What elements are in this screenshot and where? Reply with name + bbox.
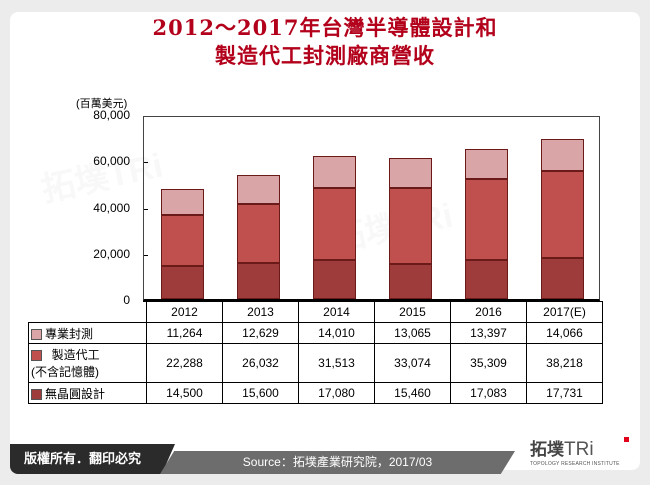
table-header-cell: 2014 [298, 301, 375, 323]
table-cell: 15,600 [222, 382, 299, 404]
table-header-cell: 2013 [222, 301, 299, 323]
table-cell: 15,460 [374, 382, 451, 404]
table-cell: 35,309 [450, 343, 527, 383]
table-cell: 12,629 [222, 322, 299, 344]
tri-logo: 拓墣TRi TOPOLOGY RESEARCH INSTITUTE [530, 435, 630, 471]
y-axis-unit: (百萬美元) [76, 98, 128, 110]
table-row: 專業封測 11,264 12,629 14,010 13,065 13,397 14,066 [28, 322, 603, 344]
bar-segment [312, 155, 356, 188]
bar-segment [160, 189, 204, 215]
bar-segment [389, 187, 433, 264]
table-header-cell: 2016 [450, 301, 527, 323]
copyright-banner: 版權所有．翻印必究 [10, 444, 175, 474]
table-cell: 14,066 [526, 322, 603, 344]
y-tick-label: 60,000 [93, 154, 130, 169]
y-tick-mark [143, 254, 148, 256]
table-cell: 14,500 [146, 382, 223, 404]
y-tick-label: 0 [123, 293, 130, 307]
plot-area [143, 116, 600, 301]
bar-segment [389, 263, 433, 299]
table-cell: 11,264 [146, 322, 223, 344]
bar-segment [160, 214, 204, 266]
table-header-cell: 2015 [374, 301, 451, 323]
table-cell: 14,010 [298, 322, 375, 344]
legend-label: 專業封測 [28, 322, 147, 344]
data-table: 2012 2013 2014 2015 2016 2017(E) 專業封測 11,264 12,… [28, 301, 603, 404]
y-tick-label: 80,000 [93, 108, 130, 122]
table-row: 製造代工 (不含記憶體) 22,288 26,032 31,513 33,074 35,30… [28, 343, 603, 383]
table-cell: 26,032 [222, 343, 299, 383]
table-header-cell: 2012 [146, 301, 223, 323]
table-header-cell: 2017(E) [526, 301, 603, 323]
table-cell: 13,397 [450, 322, 527, 344]
source-banner: Source：拓墣產業研究院，2017/03 [160, 451, 515, 474]
y-tick-mark [143, 162, 148, 164]
bar-segment [541, 258, 585, 299]
table-cell: 38,218 [526, 343, 603, 383]
table-cell: 33,074 [374, 343, 451, 383]
table-cell: 13,065 [374, 322, 451, 344]
bar-segment [312, 187, 356, 260]
legend-label: 無晶圓設計 [28, 382, 147, 404]
table-cell: 31,513 [298, 343, 375, 383]
logo-name: 拓墣 [530, 440, 564, 459]
bar-segment [465, 148, 509, 180]
bar-2015 [389, 117, 433, 299]
legend-swatch-icon [31, 388, 42, 400]
bar-segment [312, 259, 356, 299]
bar-segment [236, 203, 280, 264]
y-tick-mark [143, 301, 148, 302]
bar-2012 [160, 117, 204, 299]
bar-segment [465, 259, 509, 299]
bar-segment [541, 138, 585, 172]
table-cell: 17,083 [450, 382, 527, 404]
table-cell: 22,288 [146, 343, 223, 383]
y-tick-label: 40,000 [93, 200, 130, 215]
bar-2016 [465, 117, 509, 299]
bar-2017(E) [541, 117, 585, 299]
bar-segment [160, 265, 204, 299]
y-tick-mark [143, 208, 148, 210]
logo-tri: TRi [564, 439, 594, 460]
legend-swatch-icon [31, 350, 42, 362]
bar-2014 [312, 117, 356, 299]
legend-label: 製造代工 (不含記憶體) [28, 343, 147, 383]
title-line-1: 2012～2017年台灣半導體設計和 [152, 15, 498, 40]
title-line-2: 製造代工封測廠商營收 [215, 43, 435, 68]
y-tick-label: 20,000 [93, 246, 130, 261]
bar-segment [389, 158, 433, 188]
table-cell: 17,731 [526, 382, 603, 404]
chart-title: 2012～2017年台灣半導體設計和 製造代工封測廠商營收 [0, 14, 650, 70]
bar-segment [236, 263, 280, 299]
bar-segment [465, 179, 509, 260]
table-row: 無晶圓設計 14,500 15,600 17,080 15,460 17,083 17,73… [28, 382, 603, 404]
logo-red-dot-icon [624, 437, 629, 442]
bar-segment [236, 174, 280, 204]
logo-subtitle: TOPOLOGY RESEARCH INSTITUTE [530, 461, 620, 467]
bar-2013 [236, 117, 280, 299]
table-cell: 17,080 [298, 382, 375, 404]
bar-segment [541, 171, 585, 259]
legend-swatch-icon [31, 328, 42, 340]
